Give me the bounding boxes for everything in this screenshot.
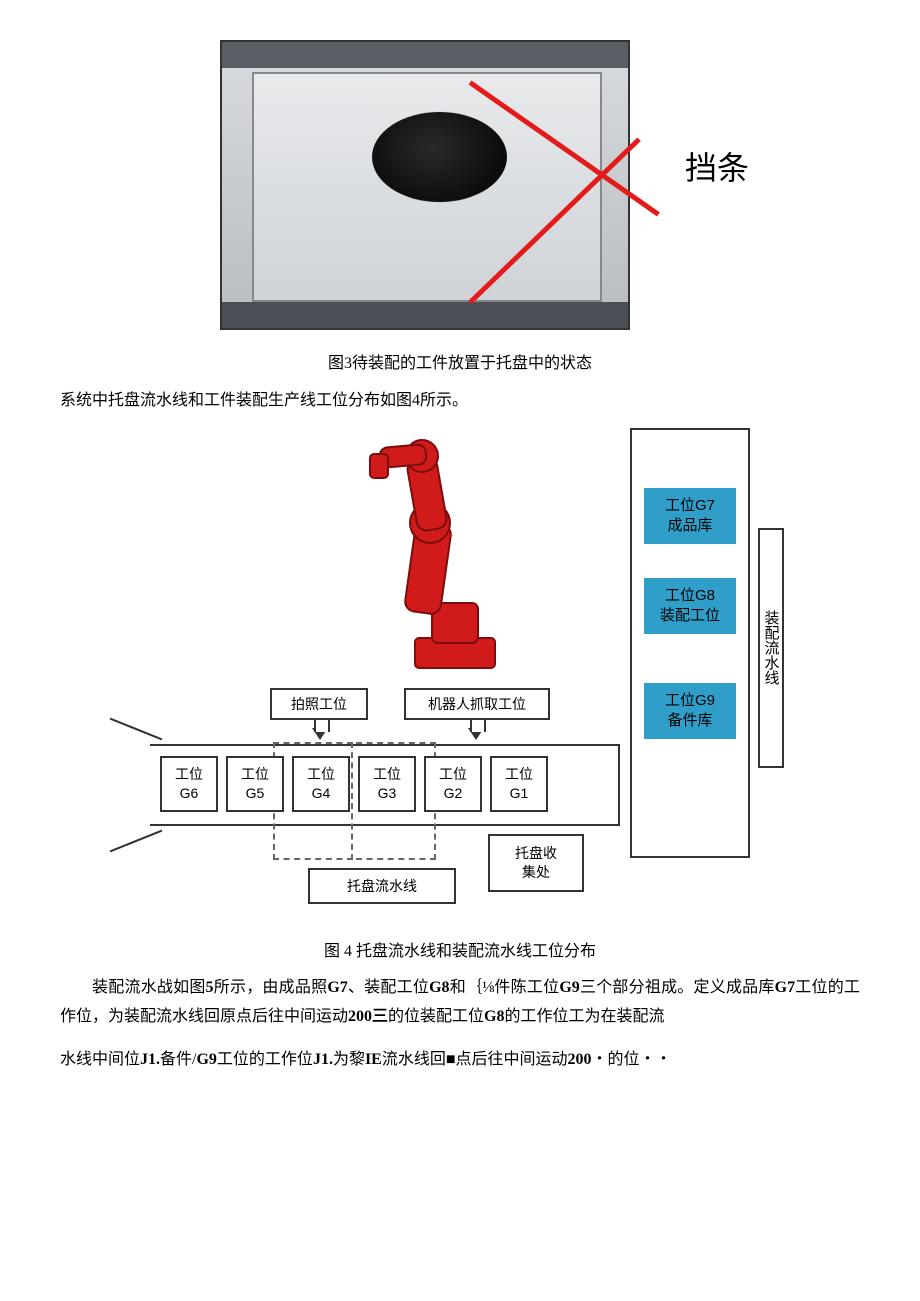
grab-station-label: 机器人抓取工位 bbox=[404, 688, 550, 720]
station-g7: 工位G7 成品库 bbox=[644, 488, 736, 544]
assembly-line-label: 装配流水线 bbox=[758, 528, 784, 768]
paragraph-3: 水线中间位J1.备件/G9工位的工作位J1.为黎IE流水线回■点后往中间运动20… bbox=[60, 1046, 860, 1075]
arrow-icon bbox=[312, 728, 328, 740]
figure-4-caption: 图 4 托盘流水线和装配流水线工位分布 bbox=[60, 938, 860, 967]
tray-line-label: 托盘流水线 bbox=[308, 868, 456, 904]
figure-3-caption: 图3待装配的工件放置于托盘中的状态 bbox=[60, 350, 860, 379]
figure-3-photo bbox=[220, 40, 630, 330]
station-g4: 工位 G4 bbox=[292, 756, 350, 812]
arrow-icon bbox=[468, 728, 484, 740]
station-g5: 工位 G5 bbox=[226, 756, 284, 812]
paragraph-2: 装配流水战如图5所示，由成品照G7、装配工位G8和｛⅛件陈工位G9三个部分祖成。… bbox=[60, 974, 860, 1032]
station-g1: 工位 G1 bbox=[490, 756, 548, 812]
station-g2: 工位 G2 bbox=[424, 756, 482, 812]
paragraph-1: 系统中托盘流水线和工件装配生产线工位分布如图4所示。 bbox=[60, 387, 860, 416]
station-g6: 工位 G6 bbox=[160, 756, 218, 812]
station-g8: 工位G8 装配工位 bbox=[644, 578, 736, 634]
robot-arm-icon bbox=[340, 428, 530, 678]
figure-3: 挡条 bbox=[110, 40, 810, 340]
figure-3-annotation: 挡条 bbox=[685, 140, 749, 198]
tray-collect-label: 托盘收 集处 bbox=[488, 834, 584, 892]
photo-station-label: 拍照工位 bbox=[270, 688, 368, 720]
station-g9: 工位G9 备件库 bbox=[644, 683, 736, 739]
figure-4: 拍照工位 机器人抓取工位 装配流水线 工位G7 成品库 工位G8 装配工位 工位… bbox=[130, 428, 790, 928]
station-g3: 工位 G3 bbox=[358, 756, 416, 812]
